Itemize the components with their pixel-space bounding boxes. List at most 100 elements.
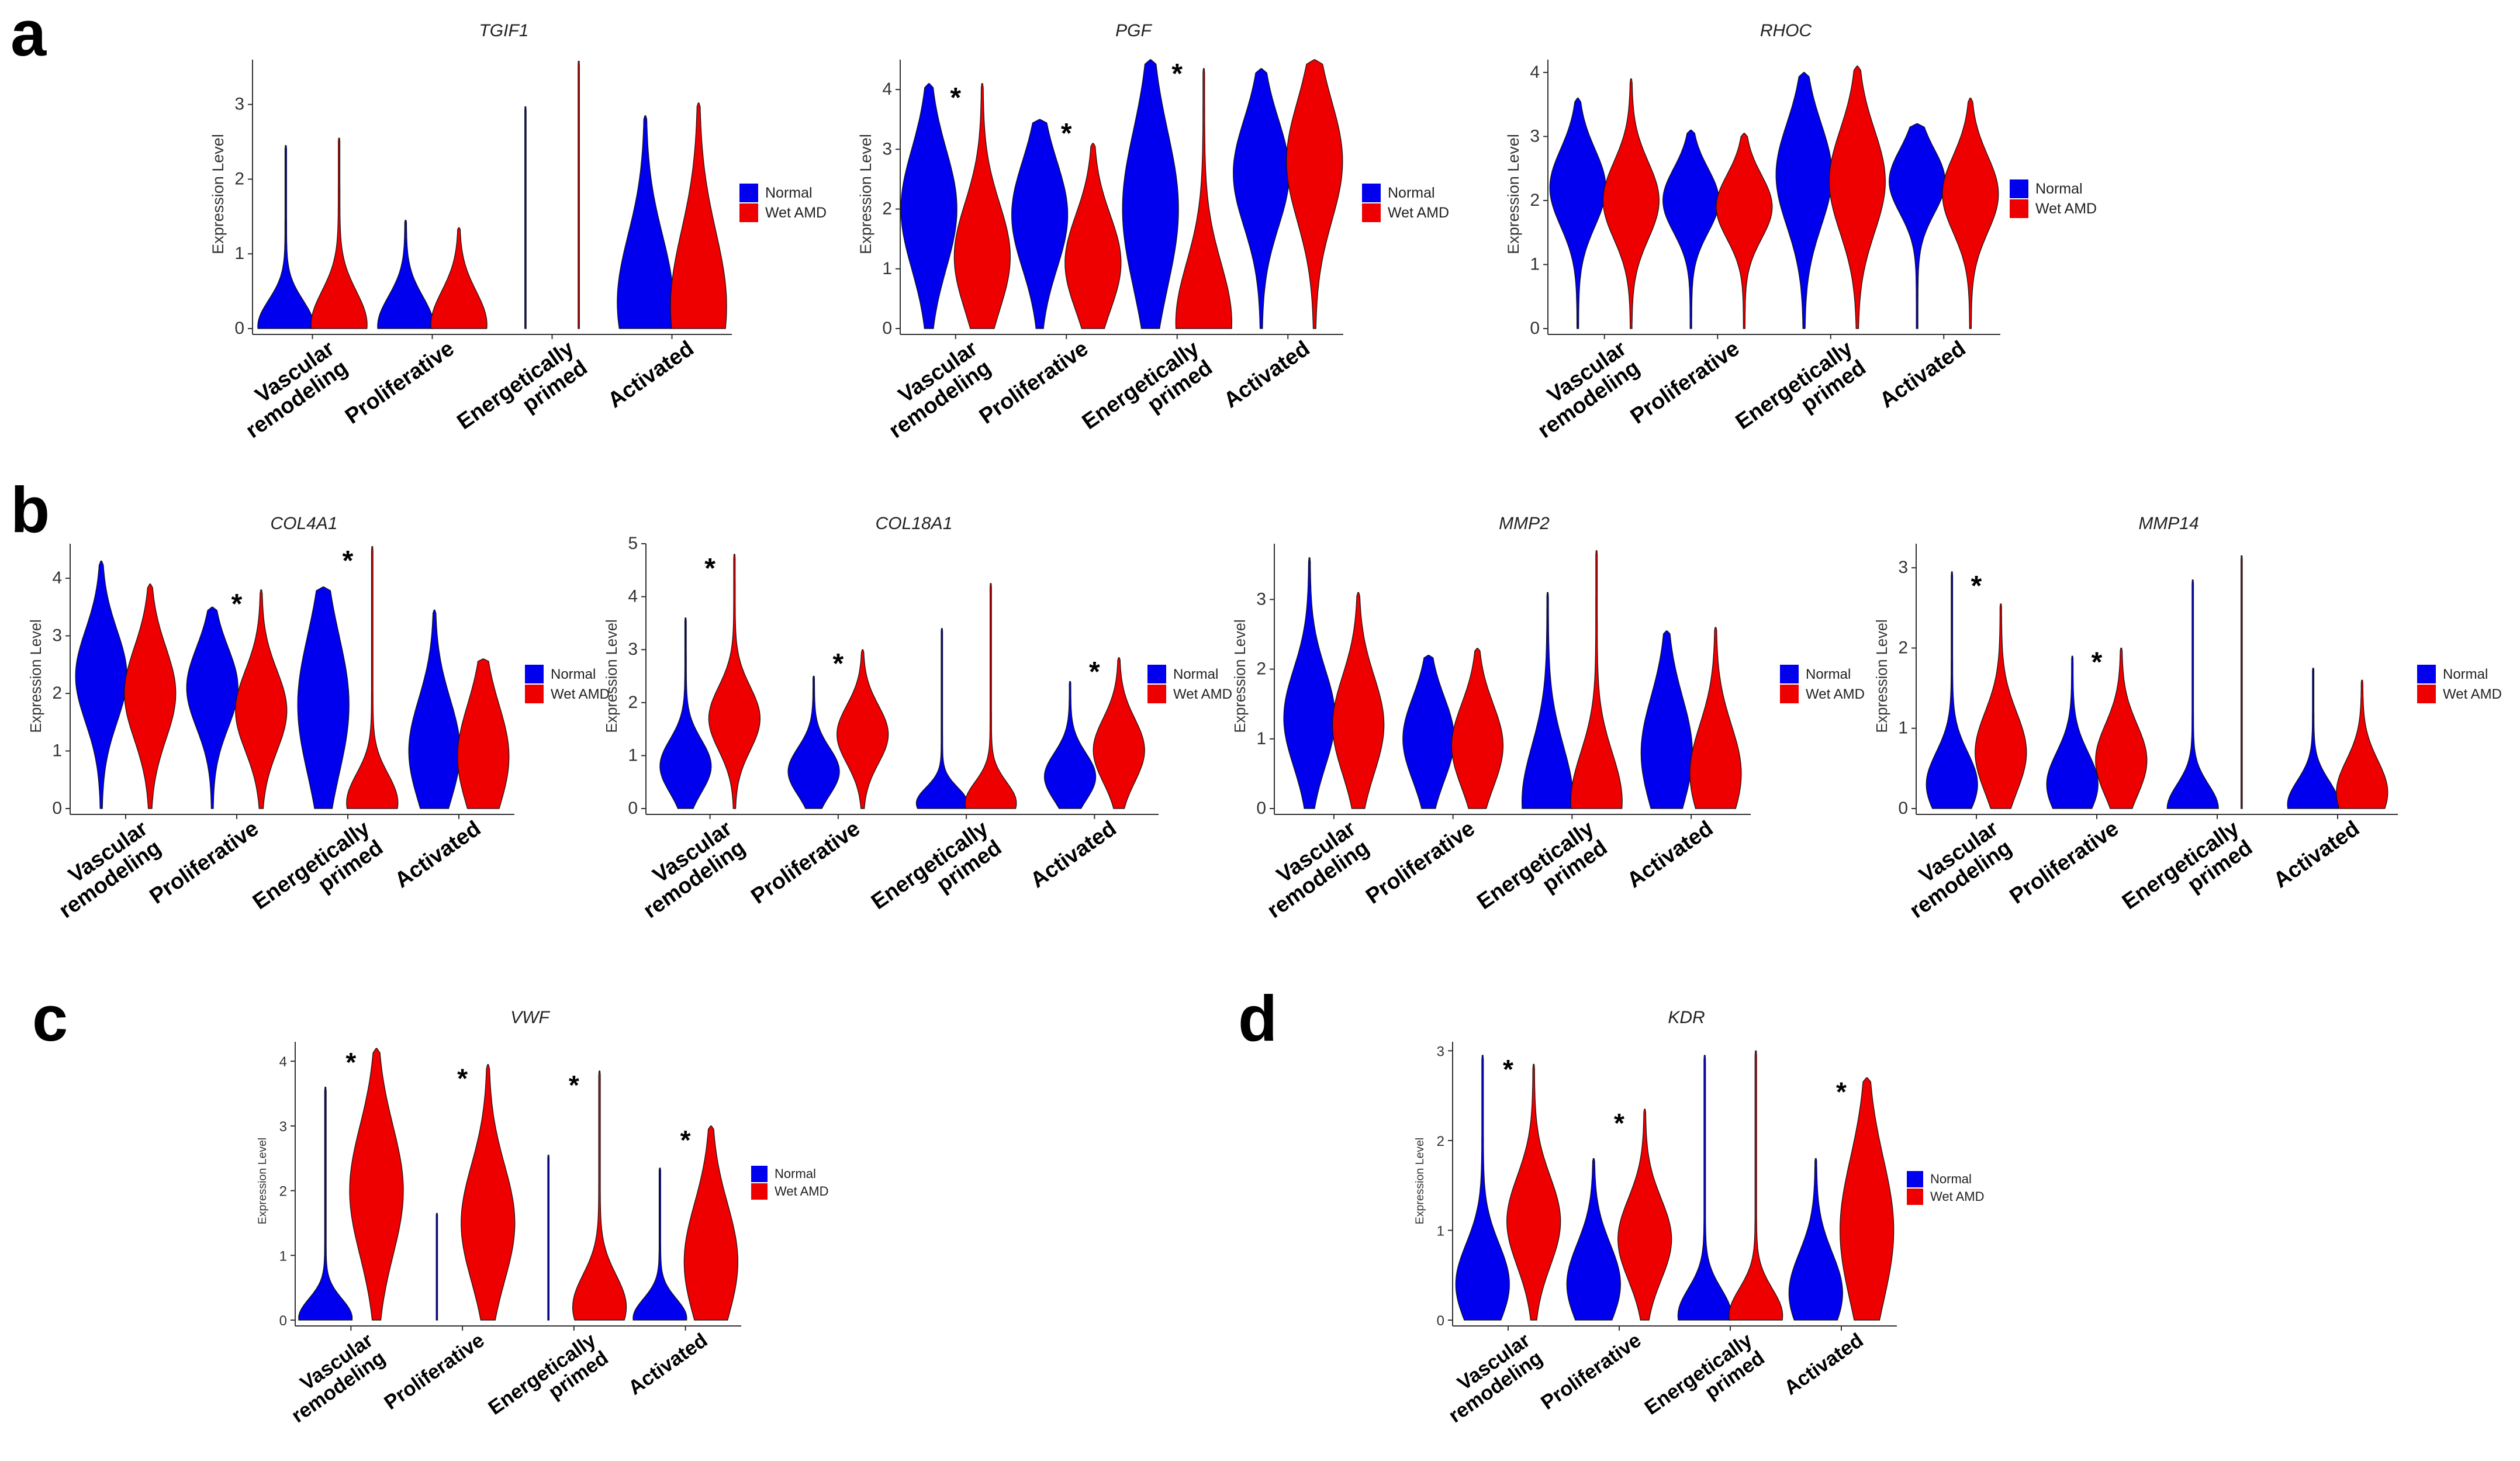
violin-wet-amd-proliferative: [1451, 648, 1503, 809]
category-label: Energeticallyprimed: [485, 1329, 613, 1436]
violin-wet-amd-activated: [1093, 657, 1145, 809]
y-tick-label: 2: [1898, 638, 1908, 657]
legend-label-wet-amd: Wet AMD: [775, 1184, 829, 1198]
y-tick-label: 3: [1437, 1044, 1444, 1059]
y-tick-label: 3: [628, 640, 638, 659]
violin-normal-energetically-primed: [1521, 592, 1574, 809]
violin-wet-amd-energetically-primed: [346, 546, 399, 809]
legend-label-wet-amd: Wet AMD: [2035, 201, 2097, 217]
y-axis-label: Expression Level: [1232, 619, 1249, 733]
significance-marker: *: [231, 589, 243, 620]
violin-normal-proliferative: [377, 220, 434, 329]
y-axis-label: Expression Level: [28, 619, 44, 733]
legend-label-normal: Normal: [765, 185, 813, 201]
violin-normal-activated: [1889, 123, 1946, 329]
violin-normal-energetically-primed: [1677, 1055, 1732, 1321]
violin-normal-energetically-primed: [547, 1155, 549, 1321]
legend-swatch-wet-amd: [2010, 199, 2028, 218]
violin-normal-proliferative: [1011, 119, 1069, 329]
category-label: Activated: [1875, 336, 1969, 412]
chart-title: MMP2: [1499, 514, 1550, 533]
category-label-line: Activated: [624, 1329, 711, 1399]
y-tick-label: 2: [279, 1184, 287, 1200]
category-label: Proliferative: [340, 336, 458, 429]
legend-label-normal: Normal: [2035, 181, 2083, 197]
violin-wet-amd-vascular-remodeling: [708, 554, 761, 809]
violin-normal-vascular-remodeling: [1283, 557, 1336, 809]
category-label-line: Activated: [1026, 816, 1121, 892]
violin-wet-amd-vascular-remodeling: [1602, 78, 1660, 329]
legend-label-normal: Normal: [2443, 666, 2488, 682]
y-tick-label: 4: [1530, 63, 1540, 82]
violin-normal-activated: [632, 1168, 687, 1321]
y-tick-label: 0: [1256, 799, 1266, 818]
category-label: Proliferative: [974, 336, 1093, 429]
violin-normal-activated: [1640, 630, 1693, 809]
violin-normal-energetically-primed: [1122, 59, 1179, 329]
significance-marker: *: [1503, 1054, 1513, 1084]
y-tick-label: 2: [1530, 191, 1540, 210]
y-tick-label: 1: [1530, 254, 1540, 274]
violin-wet-amd-proliferative: [1716, 133, 1773, 329]
category-label: Vascularremodeling: [871, 336, 995, 443]
violin-wet-amd-energetically-primed: [1729, 1050, 1783, 1321]
violin-wet-amd-energetically-primed: [1828, 65, 1886, 329]
violin-normal-vascular-remodeling: [298, 1086, 353, 1321]
legend: Normal Wet AMD: [739, 184, 827, 222]
legend-label-normal: Normal: [1388, 185, 1435, 201]
violin-normal-energetically-primed: [2166, 579, 2219, 809]
significance-marker: *: [457, 1063, 468, 1094]
y-tick-label: 5: [628, 534, 638, 553]
violin-wet-amd-energetically-primed: [578, 61, 580, 329]
legend-swatch-wet-amd: [2417, 685, 2436, 703]
violin-wet-amd-proliferative: [1617, 1108, 1672, 1321]
significance-marker: *: [704, 553, 715, 584]
category-label-line: Proliferative: [340, 336, 458, 429]
y-axis-label: Expression Level: [857, 134, 874, 254]
category-label: Vascularremodeling: [1432, 1329, 1546, 1427]
chart-col4a1: COL4A1 0 1 2 3 4 Expression Level Vascularremod…: [28, 514, 610, 923]
significance-marker: *: [1614, 1108, 1624, 1138]
legend-swatch-normal: [1147, 665, 1166, 683]
significance-marker: *: [680, 1125, 691, 1155]
violin-wet-amd-vascular-remodeling: [1332, 592, 1385, 809]
y-tick-label: 3: [1530, 126, 1540, 146]
charts-layer: TGIF1 0 1 2 3 Expression Level Vascularremodel…: [28, 21, 2502, 1436]
y-tick-label: 3: [279, 1119, 287, 1135]
chart-kdr: KDR 0 1 2 3 Expression Level Vascularremodelin…: [1413, 1008, 1985, 1436]
legend-swatch-normal: [1780, 665, 1799, 683]
category-label-line: Activated: [2269, 816, 2363, 892]
violin-wet-amd-activated: [457, 658, 510, 809]
legend-swatch-normal: [525, 665, 544, 683]
significance-marker: *: [1971, 571, 1982, 602]
violin-normal-energetically-primed: [915, 628, 968, 809]
y-tick-label: 2: [882, 199, 892, 219]
violin-wet-amd-activated: [670, 102, 727, 329]
category-label: Energeticallyprimed: [1641, 1329, 1769, 1436]
violin-wet-amd-proliferative: [461, 1064, 516, 1321]
violin-wet-amd-proliferative: [430, 227, 488, 329]
legend-label-normal: Normal: [551, 666, 596, 682]
legend-swatch-wet-amd: [751, 1183, 768, 1200]
violin-normal-energetically-primed: [524, 106, 527, 329]
category-label: Proliferative: [1537, 1329, 1645, 1414]
chart-title: KDR: [1668, 1008, 1705, 1027]
y-tick-label: 2: [234, 169, 244, 188]
legend-swatch-wet-amd: [525, 685, 544, 703]
violin-normal-proliferative: [1662, 129, 1720, 329]
violin-wet-amd-proliferative: [836, 649, 889, 809]
chart-rhoc: RHOC 0 1 2 3 4 Expression Level Vascularremodel…: [1505, 21, 2097, 443]
y-tick-label: 0: [882, 319, 892, 338]
significance-marker: *: [1061, 118, 1072, 149]
legend-swatch-wet-amd: [1362, 203, 1381, 222]
category-label-line: Proliferative: [145, 816, 263, 909]
significance-marker: *: [345, 1047, 356, 1077]
violin-wet-amd-energetically-primed: [965, 583, 1017, 809]
significance-marker: *: [833, 648, 844, 679]
legend-swatch-wet-amd: [1907, 1189, 1923, 1205]
legend-swatch-normal: [1907, 1171, 1923, 1187]
y-tick-label: 4: [628, 587, 638, 606]
violin-wet-amd-vascular-remodeling: [1506, 1063, 1561, 1321]
chart-mmp2: MMP2 0 1 2 3 Expression Level Vascularremodeli…: [1232, 514, 1865, 923]
significance-marker: *: [2092, 647, 2103, 678]
